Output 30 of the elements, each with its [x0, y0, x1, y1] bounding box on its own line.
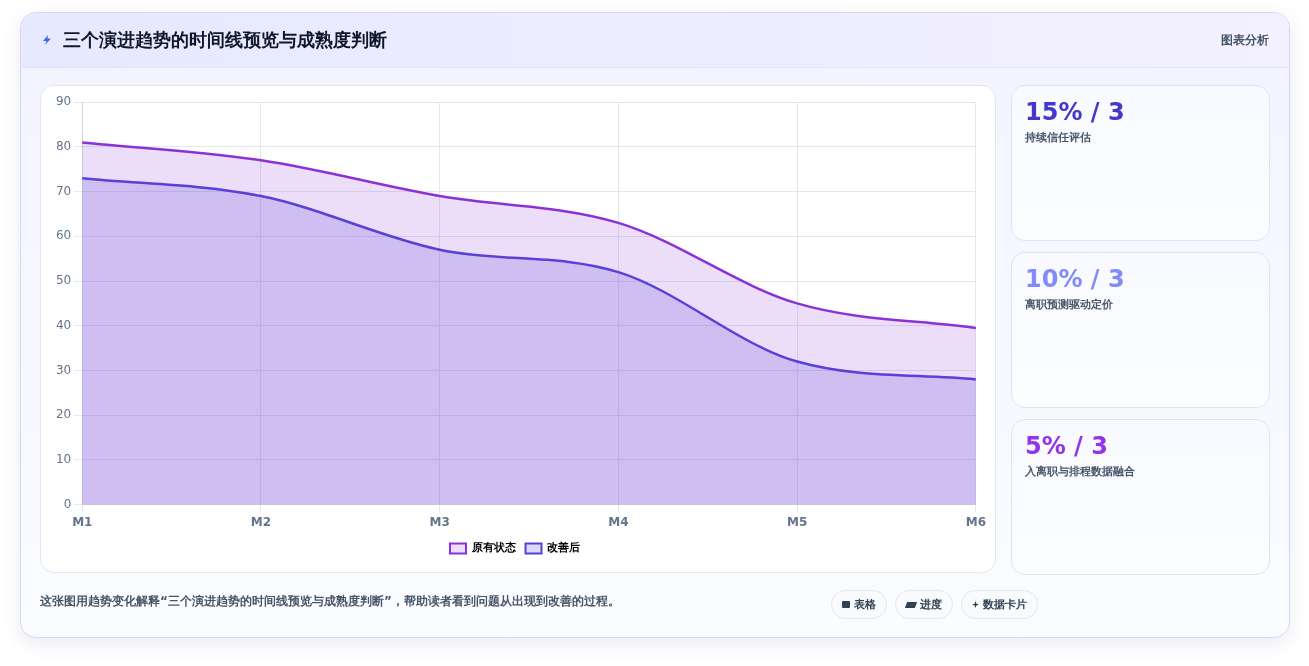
x-tick-label: M1	[72, 514, 93, 529]
text: 离职预测驱动定价	[1025, 297, 1114, 312]
text: 15% / 3	[1025, 97, 1126, 128]
text: 这张图用趋势变化解释“三个演进趋势的时间线预览与成熟度判断”，帮助读者看到问题从出现到改善的过程。	[40, 593, 621, 610]
text: 持续信任评估	[1025, 130, 1092, 145]
text: 入离职与排程数据融合	[1025, 464, 1136, 479]
text: 数据卡片	[961, 590, 1038, 619]
y-tick-label: 40	[55, 317, 72, 332]
y-tick-label: 60	[55, 228, 72, 243]
y-tick-label: 20	[55, 407, 72, 422]
legend-label: 改善后	[547, 541, 580, 555]
x-tick-label: M4	[608, 514, 629, 529]
x-tick-label: M6	[965, 514, 986, 529]
text: 表格	[831, 590, 887, 619]
chart-title: 三个演进趋势的时间线预览与成熟度判断	[63, 28, 387, 52]
y-tick-label: 80	[55, 139, 72, 154]
y-tick-label: 30	[55, 362, 72, 377]
text: 进度	[895, 590, 953, 619]
y-tick-label: 50	[55, 273, 72, 288]
y-tick-label: 10	[55, 452, 72, 467]
x-tick-label: M5	[786, 514, 808, 529]
y-tick-label: 90	[55, 94, 72, 109]
text: 10% / 3	[1025, 264, 1126, 295]
x-tick-label: M3	[429, 514, 450, 529]
text: 图表分析	[1221, 31, 1269, 49]
x-tick-label: M2	[250, 514, 272, 529]
text: 5% / 3	[1025, 431, 1109, 462]
y-tick-label: 70	[55, 183, 72, 198]
legend-label: 原有状态	[470, 541, 517, 555]
y-tick-label: 0	[63, 496, 72, 511]
